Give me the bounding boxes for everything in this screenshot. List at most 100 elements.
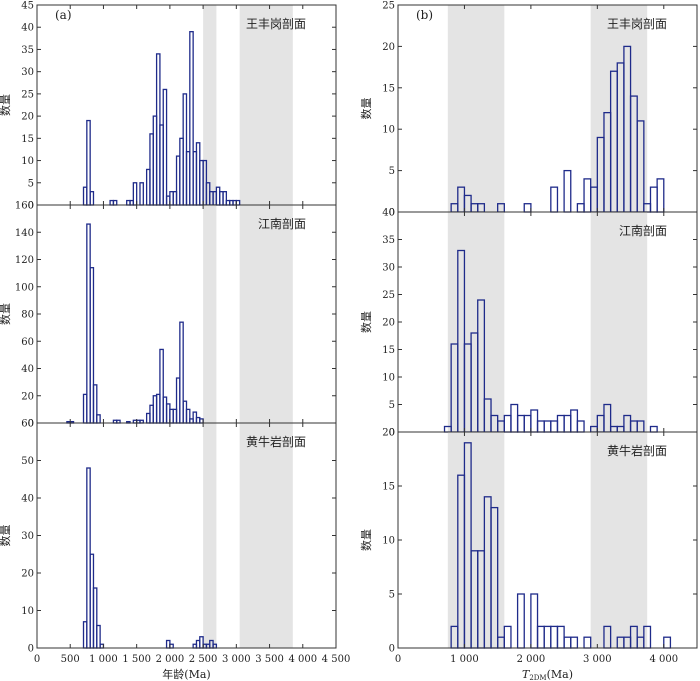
y-tick-label: 30 [21, 531, 34, 542]
section-name: 黄牛岩剖面 [246, 434, 306, 449]
section-name: 王丰岗剖面 [246, 17, 306, 31]
y-tick-label: 10 [382, 373, 395, 384]
y-tick-label: 0 [28, 201, 34, 212]
panel-frame [397, 211, 698, 433]
histogram-bar [550, 186, 559, 213]
y-tick-label: 25 [382, 1, 395, 12]
histogram-bar [583, 178, 592, 213]
y-tick-label: 25 [21, 89, 34, 100]
histogram-bar [510, 403, 519, 433]
panel-frame [397, 4, 698, 213]
x-tick-label: 0 [34, 654, 40, 665]
histogram-bar [536, 420, 545, 433]
section-name: 王丰岗剖面 [607, 17, 667, 31]
y-tick-label: 0 [389, 428, 395, 439]
chart-a: 051015202530354045数量王丰岗剖面020406080100120… [0, 1, 350, 681]
y-tick-label: 35 [382, 235, 395, 246]
x-tick-label: 1 000 [450, 654, 479, 665]
y-tick-label: 15 [382, 345, 395, 356]
shaded-range [447, 432, 505, 648]
histogram-bar [576, 203, 585, 213]
section-name: 黄牛岩剖面 [607, 443, 667, 458]
x-tick-label: 4 500 [322, 654, 351, 665]
shaded-range [590, 212, 648, 432]
histogram-bar [649, 186, 658, 213]
histogram-bar [663, 636, 672, 649]
y-tick-label: 40 [21, 494, 34, 505]
shaded-range [590, 5, 648, 212]
panel-label: (b) [416, 8, 433, 22]
histogram-bar [89, 191, 95, 206]
y-tick-label: 0 [28, 419, 34, 430]
shaded-range [590, 432, 648, 648]
x-tick-label: 500 [61, 654, 80, 665]
panel-label: (a) [55, 8, 72, 22]
y-tick-label: 20 [21, 112, 34, 123]
y-tick-label: 25 [382, 290, 395, 301]
x-axis-label: 年龄(Ma) [162, 667, 210, 681]
shaded-range [203, 423, 217, 648]
shaded-range [447, 212, 505, 432]
x-tick-label: 2 000 [517, 654, 546, 665]
shaded-range [239, 5, 293, 205]
y-axis-label: 数量 [0, 525, 12, 547]
y-axis-label: 数量 [360, 529, 373, 551]
histogram-bar [536, 625, 545, 649]
panel-frame [397, 431, 698, 649]
y-tick-label: 120 [15, 255, 34, 266]
histogram-bar [656, 178, 665, 213]
histogram-bar [563, 169, 572, 213]
histogram-bar [563, 636, 572, 649]
section-name: 江南剖面 [619, 223, 667, 238]
histogram-bar [503, 625, 512, 649]
x-tick-label: 3 500 [255, 654, 284, 665]
histogram-bar [583, 636, 592, 649]
y-tick-label: 60 [21, 337, 34, 348]
histogram-bar [576, 420, 585, 433]
y-tick-label: 5 [389, 166, 395, 177]
x-tick-label: 2 500 [189, 654, 218, 665]
histogram-bar [550, 625, 559, 649]
shaded-range [203, 5, 217, 205]
x-tick-label: 1 500 [122, 654, 151, 665]
y-tick-label: 140 [15, 228, 34, 239]
y-tick-label: 160 [15, 201, 34, 212]
y-tick-label: 35 [21, 45, 34, 56]
y-tick-label: 5 [389, 590, 395, 601]
histogram-bar [139, 182, 144, 206]
histogram-bar [503, 414, 512, 433]
y-tick-label: 0 [389, 644, 395, 655]
y-tick-label: 0 [28, 644, 34, 655]
y-tick-label: 40 [21, 364, 34, 375]
histogram-bar [530, 593, 539, 649]
shaded-range [239, 205, 293, 423]
histogram-bar [563, 414, 572, 433]
panel-3: 0 5 10 15 20 数量 黄牛岩剖面 [360, 428, 698, 655]
x-tick-label: 3 000 [583, 654, 612, 665]
y-tick-label: 100 [15, 282, 34, 293]
histogram-bar [523, 203, 532, 213]
y-tick-label: 0 [389, 208, 395, 219]
y-tick-label: 15 [21, 134, 34, 145]
y-tick-label: 5 [28, 178, 34, 189]
shaded-range [447, 5, 505, 212]
y-tick-label: 20 [21, 569, 34, 580]
panel-2: 0 5 10 15 20 25 30 35 40 数量 江南剖面 [360, 208, 698, 439]
y-tick-label: 20 [382, 428, 395, 439]
panel-1: 0 5 10 15 20 25 数量 王丰岗剖面 [360, 1, 698, 219]
shaded-range [239, 423, 293, 648]
y-tick-label: 40 [21, 23, 34, 34]
y-axis-label: 数量 [360, 311, 373, 333]
y-tick-label: 30 [382, 263, 395, 274]
x-tick-label: 1 000 [89, 654, 118, 665]
histogram-bar [556, 414, 565, 433]
histogram-bar [570, 409, 579, 433]
y-axis-label: 数量 [360, 98, 373, 120]
y-tick-label: 10 [382, 536, 395, 547]
x-tick-label: 3 000 [222, 654, 251, 665]
y-tick-label: 20 [382, 42, 395, 53]
y-axis-label: 数量 [0, 94, 12, 116]
panel-1: 0 5 10 15 20 25 30 35 40 45 数量 王丰岗剖面 [0, 1, 337, 212]
shaded-range [203, 205, 217, 423]
histogram-bar [523, 414, 532, 433]
